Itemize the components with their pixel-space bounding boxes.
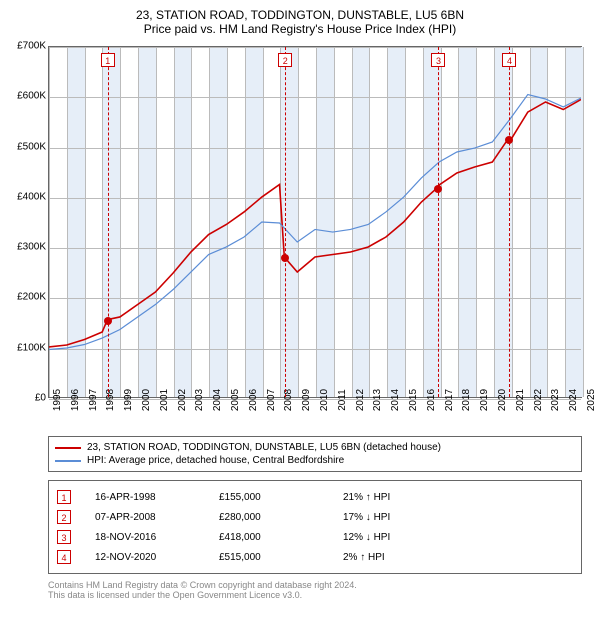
event-price: £280,000 xyxy=(219,512,319,523)
event-date: 07-APR-2008 xyxy=(95,512,195,523)
events-table: 1 16-APR-1998 £155,000 21% ↑ HPI 2 07-APR-200… xyxy=(48,480,582,574)
ytick-label: £0 xyxy=(35,393,46,404)
legend-label-hpi: HPI: Average price, detached house, Cent… xyxy=(87,455,344,466)
event-row: 2 07-APR-2008 £280,000 17% ↓ HPI xyxy=(57,507,573,527)
event-price: £418,000 xyxy=(219,532,319,543)
event-marker: 3 xyxy=(431,53,445,67)
event-dot xyxy=(104,317,112,325)
event-row: 1 16-APR-1998 £155,000 21% ↑ HPI xyxy=(57,487,573,507)
event-delta: 17% ↓ HPI xyxy=(343,512,390,523)
title-line2: Price paid vs. HM Land Registry's House … xyxy=(0,22,600,42)
event-delta: 12% ↓ HPI xyxy=(343,532,390,543)
ytick-label: £700K xyxy=(17,41,46,52)
event-delta: 2% ↑ HPI xyxy=(343,552,385,563)
ytick-label: £100K xyxy=(17,342,46,353)
event-date: 18-NOV-2016 xyxy=(95,532,195,543)
event-delta: 21% ↑ HPI xyxy=(343,492,390,503)
legend-label-price-paid: 23, STATION ROAD, TODDINGTON, DUNSTABLE,… xyxy=(87,442,441,453)
legend-swatch-hpi xyxy=(55,460,81,462)
event-dot xyxy=(505,136,513,144)
event-date: 16-APR-1998 xyxy=(95,492,195,503)
footer-line2: This data is licensed under the Open Gov… xyxy=(48,590,582,600)
event-price: £155,000 xyxy=(219,492,319,503)
event-dot xyxy=(434,185,442,193)
event-marker: 1 xyxy=(101,53,115,67)
legend-item-hpi: HPI: Average price, detached house, Cent… xyxy=(55,454,575,467)
ytick-label: £200K xyxy=(17,292,46,303)
gridline-v xyxy=(583,47,584,397)
legend-item-price-paid: 23, STATION ROAD, TODDINGTON, DUNSTABLE,… xyxy=(55,441,575,454)
chart-area: 1 2 3 4 xyxy=(48,46,582,398)
title-line1: 23, STATION ROAD, TODDINGTON, DUNSTABLE,… xyxy=(0,0,600,22)
event-marker: 4 xyxy=(502,53,516,67)
footer-line1: Contains HM Land Registry data © Crown c… xyxy=(48,580,582,590)
ytick-label: £600K xyxy=(17,91,46,102)
event-line xyxy=(509,47,510,397)
event-marker: 2 xyxy=(57,510,71,524)
event-line xyxy=(285,47,286,397)
event-dot xyxy=(281,254,289,262)
event-row: 4 12-NOV-2020 £515,000 2% ↑ HPI xyxy=(57,547,573,567)
event-marker: 1 xyxy=(57,490,71,504)
event-line xyxy=(108,47,109,397)
event-row: 3 18-NOV-2016 £418,000 12% ↓ HPI xyxy=(57,527,573,547)
xtick-label: 2025 xyxy=(586,389,597,411)
event-price: £515,000 xyxy=(219,552,319,563)
ytick-label: £500K xyxy=(17,141,46,152)
event-line xyxy=(438,47,439,397)
series-price_paid xyxy=(49,100,581,347)
event-marker: 3 xyxy=(57,530,71,544)
legend: 23, STATION ROAD, TODDINGTON, DUNSTABLE,… xyxy=(48,436,582,472)
figure: 23, STATION ROAD, TODDINGTON, DUNSTABLE,… xyxy=(0,0,600,620)
ytick-label: £300K xyxy=(17,242,46,253)
event-date: 12-NOV-2020 xyxy=(95,552,195,563)
event-marker: 4 xyxy=(57,550,71,564)
event-marker: 2 xyxy=(278,53,292,67)
footer: Contains HM Land Registry data © Crown c… xyxy=(48,580,582,600)
chart-lines xyxy=(49,47,581,397)
ytick-label: £400K xyxy=(17,191,46,202)
legend-swatch-price-paid xyxy=(55,447,81,449)
